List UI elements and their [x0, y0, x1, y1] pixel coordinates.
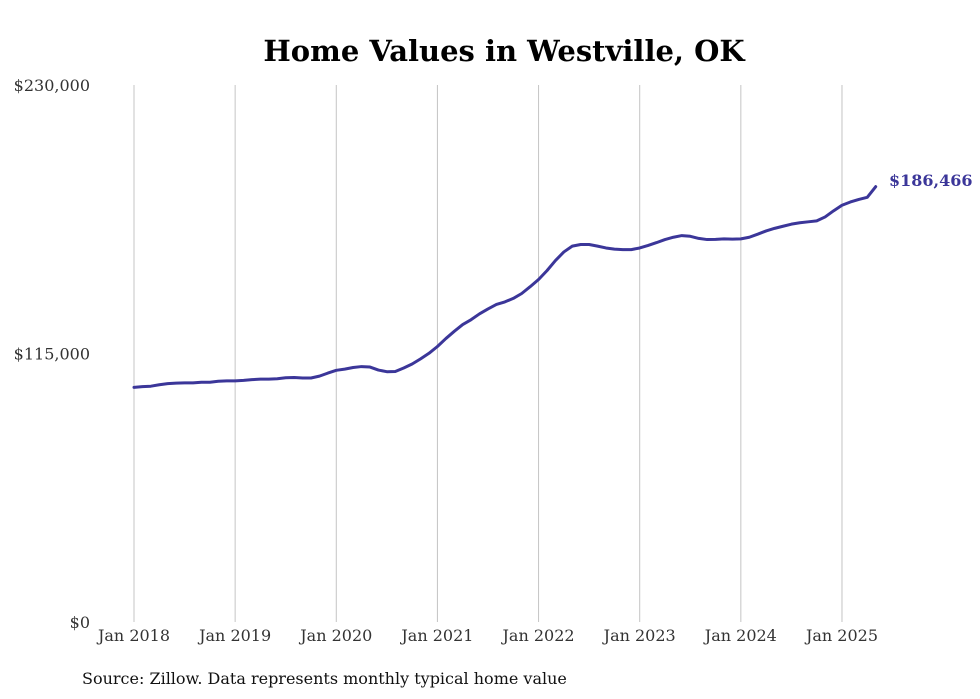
x-tick-label: Jan 2025 — [804, 626, 878, 645]
x-tick-label: Jan 2021 — [399, 626, 473, 645]
x-tick-label: Jan 2020 — [298, 626, 372, 645]
x-tick-label: Jan 2024 — [703, 626, 777, 645]
source-note: Source: Zillow. Data represents monthly … — [82, 669, 567, 688]
y-tick-label: $230,000 — [14, 76, 90, 95]
y-tick-label: $115,000 — [14, 345, 90, 364]
latest-value-label: $186,466 — [889, 171, 973, 190]
x-tick-label: Jan 2018 — [96, 626, 170, 645]
x-tick-label: Jan 2022 — [501, 626, 575, 645]
gridlines — [133, 85, 843, 622]
home-value-line — [132, 185, 878, 389]
x-tick-label: Jan 2023 — [602, 626, 676, 645]
chart-title: Home Values in Westville, OK — [263, 34, 746, 68]
x-tick-label: Jan 2019 — [197, 626, 271, 645]
x-axis-ticks: Jan 2018 Jan 2019 Jan 2020 Jan 2021 Jan 2022… — [96, 626, 878, 645]
y-axis-ticks: $0 $115,000 $230,000 — [14, 76, 90, 632]
y-tick-label: $0 — [70, 613, 90, 632]
